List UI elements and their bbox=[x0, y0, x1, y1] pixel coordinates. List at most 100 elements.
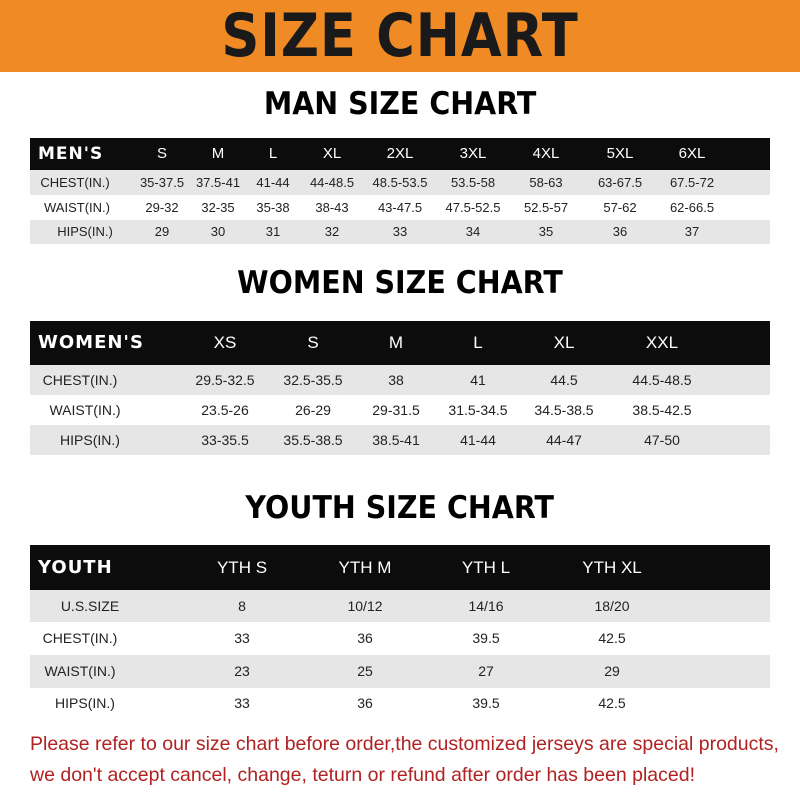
size-column-header: S bbox=[307, 333, 319, 352]
measurement-value: 53.5-58 bbox=[450, 175, 496, 190]
size-column-header: M bbox=[211, 145, 225, 162]
size-column-header: 5XL bbox=[606, 145, 634, 162]
size-column-header: XL bbox=[553, 333, 575, 352]
measurement-value: 32-35 bbox=[201, 200, 235, 215]
footer-note-line-2: we don't accept cancel, change, teturn o… bbox=[30, 764, 695, 786]
measurement-value: 41-44 bbox=[460, 432, 496, 448]
measurement-value: 27 bbox=[478, 663, 494, 679]
page-title: SIZE CHART bbox=[221, 1, 579, 71]
youth-header-row: YOUTH YTH S YTH M YTH L YTH XL bbox=[30, 545, 770, 590]
size-column-header: S bbox=[156, 145, 168, 162]
men-section-title: MAN SIZE CHART bbox=[0, 86, 800, 122]
measurement-value: 37 bbox=[684, 224, 700, 239]
measurement-value: 29-31.5 bbox=[372, 402, 420, 418]
size-column-header: 3XL bbox=[459, 145, 487, 162]
men-header-row: MEN'S S M L XL 2XL 3XL 4XL 5XL 6XL bbox=[30, 138, 770, 170]
men-table-label: MEN'S bbox=[38, 144, 104, 164]
women-size-table: WOMEN'S XS S M L XL XXL CHEST(IN.) 29.5-32.5 32.5… bbox=[30, 321, 770, 455]
measurement-label: CHEST(IN.) bbox=[42, 372, 118, 388]
measurement-value: 42.5 bbox=[598, 630, 626, 646]
measurement-value: 29.5-32.5 bbox=[195, 372, 255, 388]
measurement-value: 36 bbox=[357, 695, 373, 711]
measurement-value: 38 bbox=[388, 372, 404, 388]
size-column-header: 4XL bbox=[532, 145, 560, 162]
measurement-value: 33 bbox=[392, 224, 408, 239]
men-heading-text: MAN SIZE CHART bbox=[263, 86, 537, 122]
measurement-value: 18/20 bbox=[594, 598, 630, 614]
measurement-value: 38-43 bbox=[315, 200, 349, 215]
youth-size-table: YOUTH YTH S YTH M YTH L YTH XL U.S.SIZE 8 10/12… bbox=[30, 545, 770, 718]
measurement-value: 57-62 bbox=[603, 200, 637, 215]
measurement-label: HIPS(IN.) bbox=[57, 224, 113, 239]
measurement-value: 14/16 bbox=[468, 598, 504, 614]
measurement-value: 39.5 bbox=[472, 695, 500, 711]
size-column-header: M bbox=[388, 333, 404, 352]
measurement-value: 34.5-38.5 bbox=[534, 402, 594, 418]
measurement-value: 44-47 bbox=[546, 432, 582, 448]
size-column-header: 6XL bbox=[678, 145, 706, 162]
measurement-value: 41-44 bbox=[256, 175, 290, 190]
size-column-header: 2XL bbox=[386, 145, 414, 162]
measurement-value: 23.5-26 bbox=[201, 402, 249, 418]
women-header-row: WOMEN'S XS S M L XL XXL bbox=[30, 321, 770, 365]
table-row: U.S.SIZE 8 10/12 14/16 18/20 bbox=[30, 590, 770, 622]
measurement-value: 67.5-72 bbox=[669, 175, 715, 190]
size-column-header: YTH XL bbox=[582, 558, 642, 577]
measurement-value: 26-29 bbox=[295, 402, 331, 418]
measurement-value: 48.5-53.5 bbox=[372, 175, 428, 190]
size-column-header: YTH M bbox=[338, 558, 392, 577]
measurement-value: 38.5-41 bbox=[372, 432, 420, 448]
women-table-label: WOMEN'S bbox=[38, 332, 144, 353]
measurement-value: 62-66.5 bbox=[669, 200, 715, 215]
men-size-table: MEN'S S M L XL 2XL 3XL 4XL 5XL 6XL CHEST(IN.) 35-37… bbox=[30, 138, 770, 244]
measurement-value: 37.5-41 bbox=[195, 175, 241, 190]
table-row: HIPS(IN.) 33-35.5 35.5-38.5 38.5-41 41-44 44-… bbox=[30, 425, 770, 455]
measurement-label: WAIST(IN.) bbox=[49, 402, 121, 418]
measurement-value: 52.5-57 bbox=[523, 200, 569, 215]
measurement-value: 44-48.5 bbox=[309, 175, 355, 190]
measurement-value: 34 bbox=[465, 224, 481, 239]
measurement-value: 47.5-52.5 bbox=[445, 200, 501, 215]
table-row: CHEST(IN.) 35-37.5 37.5-41 41-44 44-48.5 48.5… bbox=[30, 170, 770, 195]
measurement-value: 58-63 bbox=[529, 175, 563, 190]
measurement-value: 29-32 bbox=[145, 200, 179, 215]
footer-note-line-1: Please refer to our size chart before or… bbox=[30, 733, 779, 755]
measurement-value: 35 bbox=[538, 224, 554, 239]
measurement-value: 35.5-38.5 bbox=[283, 432, 343, 448]
measurement-value: 42.5 bbox=[598, 695, 626, 711]
measurement-value: 39.5 bbox=[472, 630, 500, 646]
size-column-header: YTH S bbox=[216, 558, 268, 577]
youth-section-title: YOUTH SIZE CHART bbox=[0, 490, 800, 526]
table-row: CHEST(IN.) 29.5-32.5 32.5-35.5 38 41 44.5 44.5… bbox=[30, 365, 770, 395]
women-section-title: WOMEN SIZE CHART bbox=[0, 265, 800, 301]
table-row: HIPS(IN.) 29 30 31 32 33 34 35 36 37 bbox=[30, 220, 770, 244]
size-column-header: L bbox=[268, 145, 278, 162]
title-banner: SIZE CHART bbox=[0, 0, 800, 72]
measurement-value: 29 bbox=[154, 224, 170, 239]
measurement-value: 43-47.5 bbox=[377, 200, 423, 215]
women-heading-text: WOMEN SIZE CHART bbox=[237, 265, 563, 301]
measurement-value: 35-38 bbox=[256, 200, 290, 215]
size-column-header: XXL bbox=[645, 333, 679, 352]
measurement-value: 36 bbox=[357, 630, 373, 646]
measurement-label: HIPS(IN.) bbox=[55, 695, 115, 711]
measurement-label: U.S.SIZE bbox=[60, 598, 120, 614]
measurement-label: WAIST(IN.) bbox=[44, 663, 116, 679]
measurement-value: 31.5-34.5 bbox=[448, 402, 508, 418]
measurement-value: 41 bbox=[470, 372, 486, 388]
table-row: WAIST(IN.) 29-32 32-35 35-38 38-43 43-47.5 47.… bbox=[30, 195, 770, 220]
measurement-value: 25 bbox=[357, 663, 373, 679]
table-row: CHEST(IN.) 33 36 39.5 42.5 bbox=[30, 622, 770, 655]
measurement-value: 44.5 bbox=[550, 372, 578, 388]
measurement-value: 29 bbox=[604, 663, 620, 679]
size-column-header: L bbox=[473, 333, 483, 352]
youth-table-label: YOUTH bbox=[38, 557, 113, 578]
table-row: WAIST(IN.) 23.5-26 26-29 29-31.5 31.5-34.5 34… bbox=[30, 395, 770, 425]
measurement-value: 31 bbox=[265, 224, 281, 239]
size-column-header: XS bbox=[213, 333, 237, 352]
table-row: HIPS(IN.) 33 36 39.5 42.5 bbox=[30, 688, 770, 718]
measurement-value: 10/12 bbox=[347, 598, 383, 614]
youth-heading-text: YOUTH SIZE CHART bbox=[245, 490, 555, 526]
measurement-label: CHEST(IN.) bbox=[42, 630, 118, 646]
measurement-value: 30 bbox=[210, 224, 226, 239]
